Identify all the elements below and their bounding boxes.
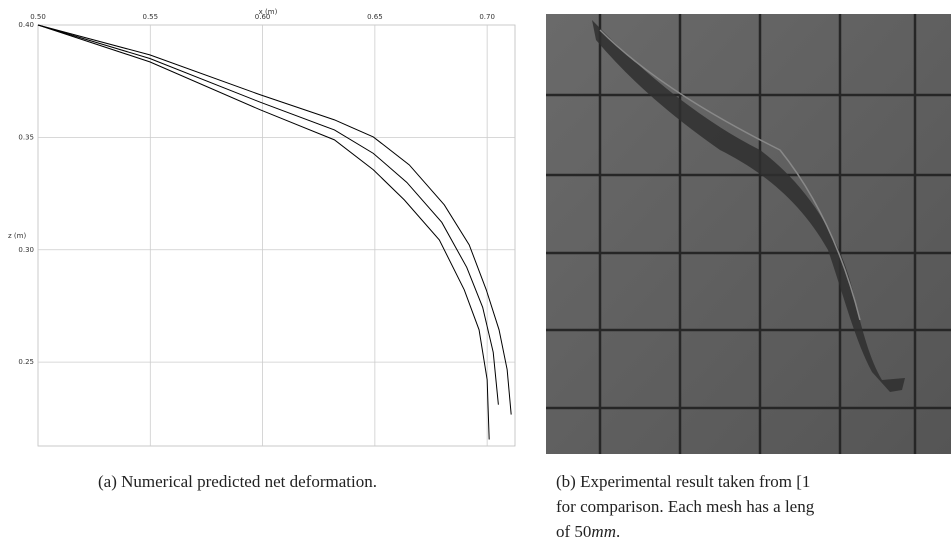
caption: for comparison. Each mesh has a leng xyxy=(556,497,815,516)
figure: 0.50 0.55 0.60 0.65 0.70 0.40 0.35 0.30 0.25 x (m… xyxy=(8,8,951,454)
net-line xyxy=(37,24,490,440)
caption: (b) Experimental result taken from [1 xyxy=(556,472,811,491)
caption-unit: mm xyxy=(591,522,616,541)
plot-area xyxy=(37,24,516,447)
caption: of 50mm. xyxy=(556,522,620,542)
x-tick-label: 0.50 xyxy=(30,13,46,21)
y-tick-label: 0.30 xyxy=(18,246,34,254)
y-tick-label: 0.40 xyxy=(18,21,34,29)
x-tick-label: 0.60 xyxy=(255,13,271,21)
photo xyxy=(546,14,951,454)
net-line xyxy=(37,24,499,405)
y-tick-label: 0.25 xyxy=(18,358,34,366)
caption: of 50 xyxy=(556,522,592,541)
y-axis-label: z (m) xyxy=(8,232,26,240)
y-tick-label: 0.35 xyxy=(18,133,34,141)
net-line xyxy=(37,24,512,415)
x-tick-label: 0.55 xyxy=(142,13,158,21)
caption: (a) Numerical predicted net deformation. xyxy=(98,472,377,491)
caption: . xyxy=(615,522,621,541)
x-tick-label: 0.70 xyxy=(479,13,495,21)
x-axis-label: x (m) xyxy=(259,8,278,16)
x-tick-label: 0.65 xyxy=(367,13,383,21)
